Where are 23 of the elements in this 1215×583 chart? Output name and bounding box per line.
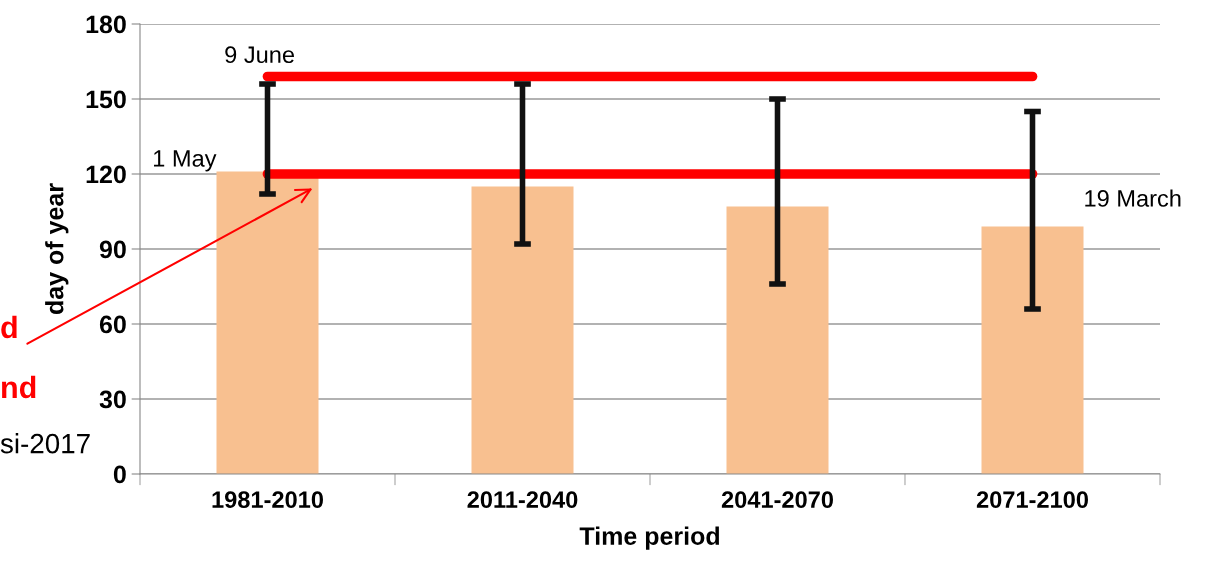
y-axis-title: day of year <box>45 183 69 314</box>
annotation: 9 June <box>225 46 294 64</box>
bar <box>216 171 319 474</box>
text: d <box>1 315 17 339</box>
y-tick-label: 90 <box>99 240 126 259</box>
x-tick-label: 1981-2010 <box>212 491 323 509</box>
y-tick-label: 150 <box>86 90 126 109</box>
y-tick-label: 30 <box>99 390 126 409</box>
bar <box>726 206 829 474</box>
x-tick-label: 2011-2040 <box>467 491 578 509</box>
y-tick-label: 180 <box>86 15 126 34</box>
annotation: 19 March <box>1085 189 1181 207</box>
x-tick-label: 2071-2100 <box>976 491 1088 509</box>
x-tick-label: 2041-2070 <box>721 491 833 509</box>
y-tick-label: 0 <box>113 465 126 484</box>
text: si-2017 <box>0 433 90 454</box>
bar <box>471 186 574 474</box>
bar <box>981 226 1084 474</box>
y-tick-label: 60 <box>99 315 126 334</box>
x-axis-title: Time period <box>579 526 719 550</box>
annotation: 1 May <box>154 150 217 172</box>
text: nd <box>2 375 36 399</box>
y-tick-label: 120 <box>86 165 126 184</box>
